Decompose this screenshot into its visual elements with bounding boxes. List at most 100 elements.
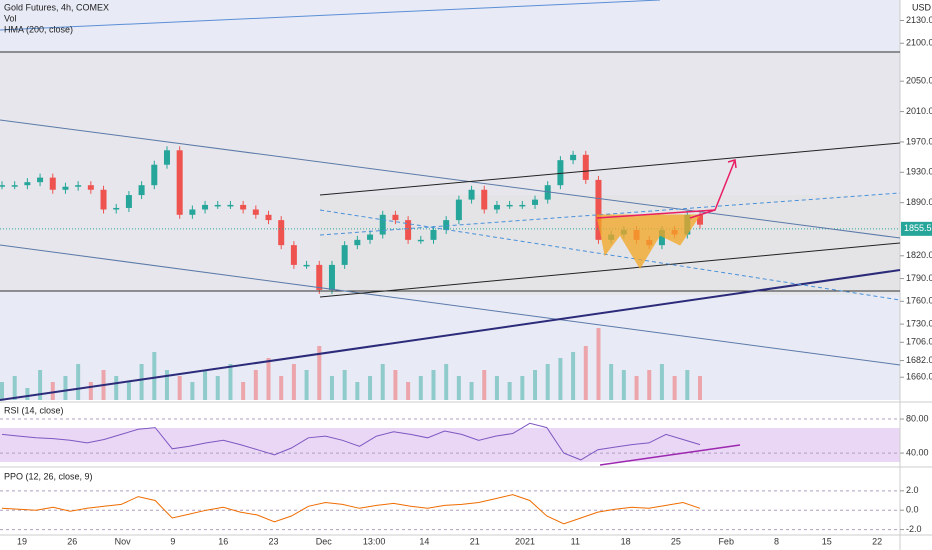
candle [202,204,209,210]
volume-bar [545,364,550,400]
volume-bar [304,370,309,400]
candle [151,164,158,186]
candle [481,189,488,210]
y-tick-label: 2050.0 [906,76,932,86]
y-tick-label: 2130.0 [906,15,932,25]
volume-bar [329,376,334,400]
last-price-tag [901,221,932,236]
y-tick-label: 1706.0 [906,337,932,347]
candle [189,209,196,215]
candle [49,177,56,190]
y-tick-label: 0.0 [906,505,919,515]
volume-bar [659,364,664,400]
x-tick-label: 21 [470,536,480,546]
x-tick-label: 26 [67,536,77,546]
volume-bar [317,346,322,400]
y-tick-label: 1790.0 [906,273,932,283]
candle [11,185,18,187]
x-tick-label: Dec [316,536,333,546]
candle [125,195,132,208]
candle [582,154,589,180]
candle [417,239,424,242]
candle [138,185,145,196]
candle [100,189,107,210]
y-tick-label: 40.00 [906,447,929,457]
ppo-title: PPO (12, 26, close, 9) [4,471,93,481]
volume-bar [672,376,677,400]
volume-bar [482,370,487,400]
y-tick-label: 1820.0 [906,250,932,260]
volume-bar [456,376,461,400]
volume-bar [291,364,296,400]
y-tick-label: 1970.0 [906,136,932,146]
volume-bar [126,382,131,400]
candle [519,204,526,207]
candle [506,204,513,207]
volume-bar [368,376,373,400]
candle [62,186,69,190]
candle [367,234,374,240]
candle [544,185,551,200]
volume-bar [634,376,639,400]
x-tick-label: Nov [115,536,132,546]
volume-bar [203,370,208,400]
candle [658,229,665,246]
volume-bar [279,376,284,400]
candle [595,179,602,240]
candle [0,185,5,187]
volume-bar [152,352,157,400]
indicator-line [1,494,701,525]
x-tick-label: 25 [671,536,681,546]
y-tick-label: 1730.0 [906,318,932,328]
volume-bar [406,382,411,400]
candle [227,204,234,207]
x-tick-label: 16 [218,536,228,546]
candle [37,177,44,183]
x-tick-label: 22 [872,536,882,546]
candle [75,185,82,187]
volume-bar [114,376,119,400]
volume-bar [533,370,538,400]
candle [214,204,221,207]
symbol-title: Gold Futures, 4h, COMEX [4,2,109,12]
volume-bar [190,382,195,400]
candle [570,154,577,161]
candle [430,229,437,240]
candle [405,220,412,240]
x-tick-label: 19 [17,536,27,546]
volume-bar [76,364,81,400]
volume-bar [38,370,43,400]
candle [240,204,247,210]
rsi-title: RSI (14, close) [4,405,64,415]
volume-bar [25,388,30,400]
x-tick-label: 8 [774,536,779,546]
candle [532,199,539,205]
volume-bar [431,370,436,400]
volume-bar [469,382,474,400]
volume-bar [12,376,17,400]
volume-bar [139,364,144,400]
volume-bar [685,370,690,400]
x-tick-label: 11 [571,536,580,546]
volume-label: Vol [4,13,17,23]
volume-bar [253,370,258,400]
indicator-line [1,422,701,461]
last-price-label: 1855.5 [904,223,932,233]
candle [443,220,450,230]
volume-bar [520,376,525,400]
indicator-label: HMA (200, close) [4,24,73,34]
candle [379,214,386,235]
volume-bar [621,370,626,400]
volume-bar [444,364,449,400]
volume-bar [50,382,55,400]
candle [316,264,323,290]
y-tick-label: 2.0 [906,485,919,495]
volume-bar [266,358,271,400]
candle [697,214,703,225]
candle [113,207,120,210]
y-tick-label: -2.0 [906,524,922,534]
volume-bar [88,382,93,400]
y-tick-label: 1660.0 [906,372,932,382]
y-tick-label: 1682.0 [906,355,932,365]
